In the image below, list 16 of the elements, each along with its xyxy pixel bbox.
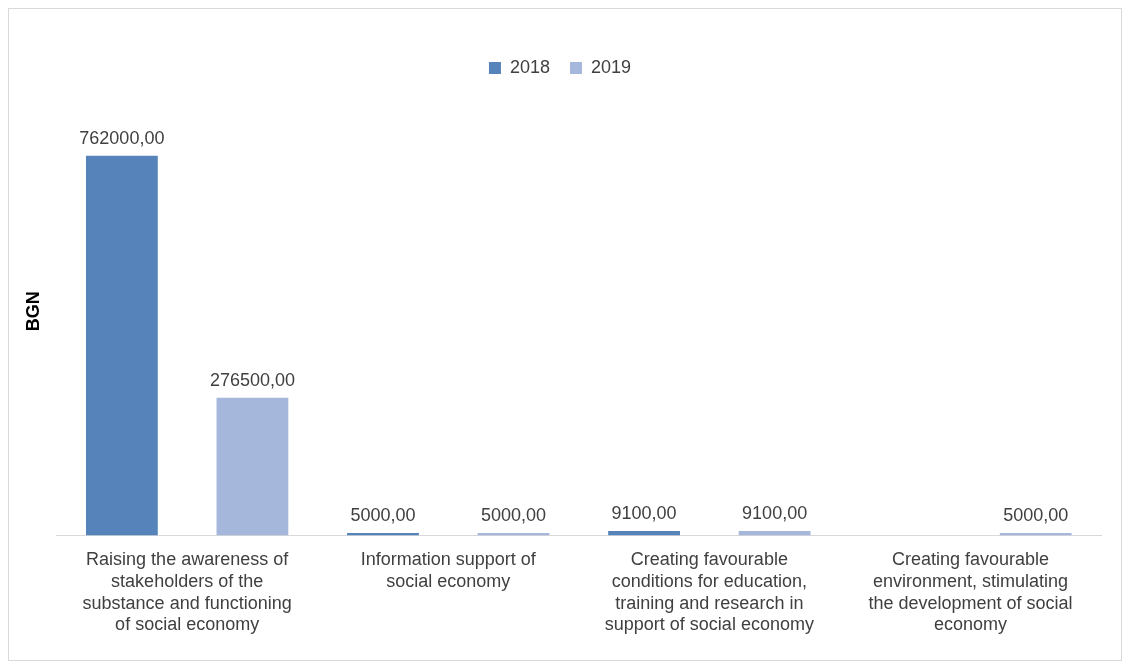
- y-axis-title: BGN: [22, 291, 43, 332]
- data-label: 276500,00: [209, 369, 295, 390]
- data-label: 5000,00: [1003, 505, 1069, 526]
- data-label: 9100,00: [742, 503, 808, 524]
- x-tick-label: Information support of social economy: [360, 549, 537, 591]
- legend-label: 2019: [591, 56, 632, 77]
- data-label: 9100,00: [611, 503, 677, 524]
- bar: [216, 397, 289, 536]
- data-label: 5000,00: [350, 505, 416, 526]
- data-label: 762000,00: [79, 127, 165, 148]
- bar: [85, 155, 158, 536]
- x-tick-label: Creating favourable environment, stimulating the development of social economy: [868, 549, 1073, 635]
- x-tick-label: Raising the awareness of stakeholders of the substance and functioning of social economy: [82, 549, 292, 635]
- data-label: 5000,00: [480, 505, 547, 526]
- legend-label: 2018: [509, 56, 550, 77]
- x-tick-label: Creating favourable conditions for education, training and research in support of social economy: [604, 549, 814, 635]
